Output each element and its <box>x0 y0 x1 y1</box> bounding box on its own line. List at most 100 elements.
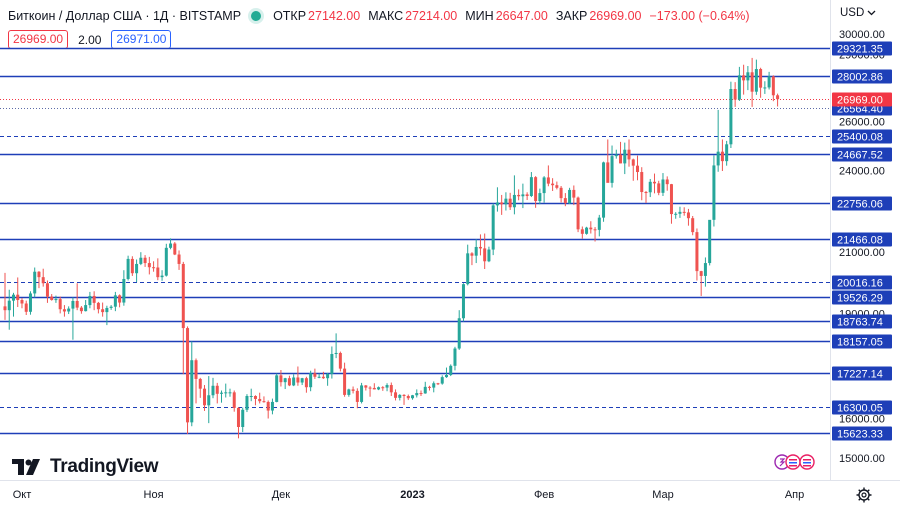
candle[interactable] <box>495 187 499 212</box>
candle[interactable] <box>279 370 283 387</box>
candle[interactable] <box>101 302 105 317</box>
candle[interactable] <box>580 226 584 239</box>
candle[interactable] <box>126 255 130 281</box>
candle[interactable] <box>368 386 372 397</box>
candle[interactable] <box>487 246 491 263</box>
candle[interactable] <box>270 398 274 415</box>
candle[interactable] <box>428 385 431 391</box>
candle[interactable] <box>419 390 423 397</box>
candle[interactable] <box>334 333 338 359</box>
candle[interactable] <box>7 289 11 330</box>
candle[interactable] <box>292 374 296 387</box>
candle[interactable] <box>563 193 567 207</box>
candle[interactable] <box>716 109 720 172</box>
candle[interactable] <box>729 81 733 148</box>
candle[interactable] <box>3 272 7 320</box>
candle[interactable] <box>164 243 168 277</box>
candle[interactable] <box>546 165 550 187</box>
candle[interactable] <box>517 189 521 201</box>
candle[interactable] <box>406 394 410 401</box>
candle[interactable] <box>219 390 223 403</box>
candle[interactable] <box>287 375 291 387</box>
candle[interactable] <box>466 244 470 286</box>
candle[interactable] <box>211 377 215 399</box>
candle[interactable] <box>75 283 79 311</box>
candle[interactable] <box>712 155 716 227</box>
candle[interactable] <box>360 382 364 404</box>
candle[interactable] <box>389 382 393 397</box>
brand-logo[interactable]: TradingView <box>12 456 159 478</box>
candle[interactable] <box>669 183 673 224</box>
candle[interactable] <box>674 212 678 219</box>
candle[interactable] <box>504 192 508 211</box>
candle[interactable] <box>708 219 712 266</box>
candle[interactable] <box>139 252 143 266</box>
candle[interactable] <box>62 305 66 317</box>
candle[interactable] <box>593 227 597 242</box>
candle[interactable] <box>444 367 448 378</box>
candle[interactable] <box>631 158 635 181</box>
candle[interactable] <box>661 173 665 196</box>
candle[interactable] <box>105 305 109 326</box>
candle[interactable] <box>746 66 750 91</box>
candle[interactable] <box>198 377 202 398</box>
candle[interactable] <box>173 242 177 256</box>
candle[interactable] <box>720 139 724 172</box>
candle[interactable] <box>491 203 495 256</box>
candle[interactable] <box>304 376 308 393</box>
candle[interactable] <box>54 295 58 303</box>
candle[interactable] <box>652 173 656 194</box>
candle[interactable] <box>576 196 580 233</box>
candle[interactable] <box>478 234 482 256</box>
candle[interactable] <box>678 206 682 218</box>
candle[interactable] <box>253 395 257 406</box>
candle[interactable] <box>381 386 385 391</box>
candle[interactable] <box>135 259 139 283</box>
candle[interactable] <box>186 326 190 435</box>
candle[interactable] <box>767 71 771 90</box>
candle[interactable] <box>326 372 330 386</box>
candle[interactable] <box>474 239 478 264</box>
candle[interactable] <box>258 392 262 404</box>
candle[interactable] <box>483 233 487 270</box>
candle[interactable] <box>436 382 440 386</box>
candle[interactable] <box>614 149 618 159</box>
candle[interactable] <box>759 67 763 98</box>
candle[interactable] <box>343 362 347 397</box>
candle[interactable] <box>440 375 444 385</box>
candle[interactable] <box>470 252 474 266</box>
candle[interactable] <box>236 407 240 439</box>
candle[interactable] <box>500 194 504 215</box>
candle[interactable] <box>338 351 342 372</box>
candle[interactable] <box>568 187 572 205</box>
candle[interactable] <box>602 161 606 222</box>
candle[interactable] <box>508 192 512 210</box>
candle[interactable] <box>92 291 96 311</box>
candle[interactable] <box>79 306 83 314</box>
candle[interactable] <box>309 370 313 392</box>
candle[interactable] <box>262 396 266 403</box>
candle[interactable] <box>143 255 147 267</box>
candle[interactable] <box>534 176 538 208</box>
candle[interactable] <box>28 291 32 315</box>
candle[interactable] <box>763 81 767 94</box>
candle[interactable] <box>313 368 317 379</box>
candle[interactable] <box>385 383 389 392</box>
candle[interactable] <box>228 388 232 397</box>
candle[interactable] <box>682 207 686 216</box>
candle[interactable] <box>330 346 334 379</box>
candle[interactable] <box>703 257 707 287</box>
candle[interactable] <box>771 75 775 102</box>
candle[interactable] <box>156 258 160 281</box>
candle[interactable] <box>754 59 758 95</box>
candle[interactable] <box>45 280 49 303</box>
candle[interactable] <box>181 261 185 375</box>
candle[interactable] <box>266 400 270 419</box>
candle[interactable] <box>423 381 427 394</box>
candle[interactable] <box>457 310 461 350</box>
candle[interactable] <box>71 297 75 340</box>
candle[interactable] <box>20 298 24 309</box>
candle[interactable] <box>177 250 181 270</box>
candle[interactable] <box>232 390 236 412</box>
candle[interactable] <box>398 394 402 401</box>
